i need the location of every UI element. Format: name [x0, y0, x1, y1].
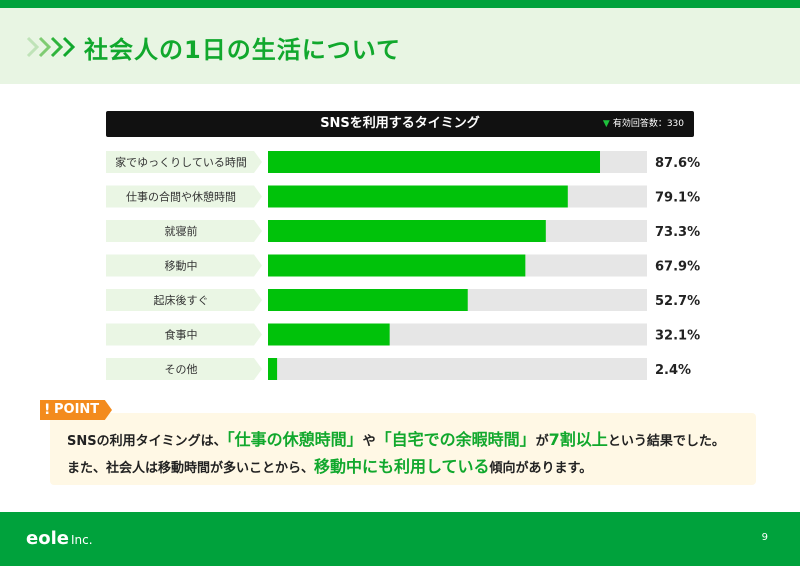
top-accent-strip — [0, 0, 800, 8]
category-label: 起床後すぐ — [154, 293, 209, 307]
category-label: 仕事の合間や休憩時間 — [126, 190, 236, 204]
point-text: や — [362, 434, 376, 449]
chevron-right-icon — [26, 36, 76, 58]
point-tag: ! POINT — [40, 400, 112, 420]
point-highlight: 「仕事の休憩時間」 — [226, 430, 363, 449]
category-label: 家でゆっくりしている時間 — [115, 155, 247, 169]
exclamation-icon: ! — [44, 402, 51, 418]
chart-title-bar: SNSを利用するタイミング ▼ 有効回答数：330 — [106, 111, 694, 137]
bar — [268, 358, 278, 380]
bar — [268, 254, 526, 277]
page-title: 社会人の1日の生活について — [84, 36, 401, 64]
bar — [268, 323, 390, 346]
bar-track — [268, 358, 647, 380]
data-label: 2.4% — [655, 363, 691, 378]
data-label: 32.1% — [655, 329, 700, 344]
bar — [268, 220, 546, 242]
chart-title: SNSを利用するタイミング — [320, 116, 480, 131]
bar — [268, 185, 568, 208]
category-label-bg — [106, 220, 262, 242]
point-highlight: 7割以上 — [548, 430, 608, 449]
category-label-bg — [106, 185, 262, 208]
point-tag-label: POINT — [54, 402, 100, 417]
point-highlight: 「自宅での余暇時間」 — [375, 430, 536, 449]
footer: eole Inc. 9 — [0, 512, 800, 566]
point-text: が — [535, 434, 549, 449]
category-label: 食事中 — [165, 328, 198, 342]
page-number: 9 — [761, 532, 768, 543]
point-text: という結果でした。 — [607, 434, 725, 449]
logo-text: eole — [26, 528, 69, 549]
bar-chart: 家でゆっくりしている時間 87.6% 仕事の合間や休憩時間 79.1% 就寝前 73.3%… — [106, 151, 700, 380]
category-label: 就寝前 — [165, 224, 198, 238]
category-label-bg — [106, 323, 262, 346]
category-label-bg — [106, 289, 262, 311]
respondents-note: ▼ 有効回答数：330 — [603, 111, 684, 137]
bar — [268, 289, 468, 311]
logo-suffix: Inc. — [70, 533, 93, 547]
point-box — [50, 413, 756, 485]
point-text: SNSの利用タイミングは、 — [67, 434, 227, 449]
point-text-line-2: また、社会人は移動時間が多いことから、移動中にも利用している傾向があります。 — [67, 453, 592, 477]
category-label-bg — [106, 358, 262, 380]
point-text: また、社会人は移動時間が多いことから、 — [67, 461, 315, 476]
point-highlight: 移動中にも利用している — [314, 457, 490, 476]
data-label: 52.7% — [655, 294, 700, 309]
category-label-bg — [106, 151, 262, 173]
point-text: 傾向があります。 — [489, 461, 593, 476]
category-label: その他 — [165, 363, 198, 376]
category-label-bg — [106, 254, 262, 277]
triangle-down-icon: ▼ — [602, 119, 610, 129]
bar — [268, 151, 601, 173]
data-label: 87.6% — [655, 156, 700, 171]
category-label: 移動中 — [165, 259, 198, 273]
data-label: 67.9% — [655, 260, 700, 275]
data-label: 79.1% — [655, 191, 700, 206]
respondents-text: 有効回答数：330 — [612, 119, 684, 129]
data-label: 73.3% — [655, 225, 700, 240]
company-logo: eole Inc. — [26, 528, 93, 549]
page-header: 社会人の1日の生活について — [0, 8, 800, 84]
point-text-line-1: SNSの利用タイミングは、「仕事の休憩時間」や「自宅での余暇時間」が7割以上とい… — [67, 426, 725, 450]
